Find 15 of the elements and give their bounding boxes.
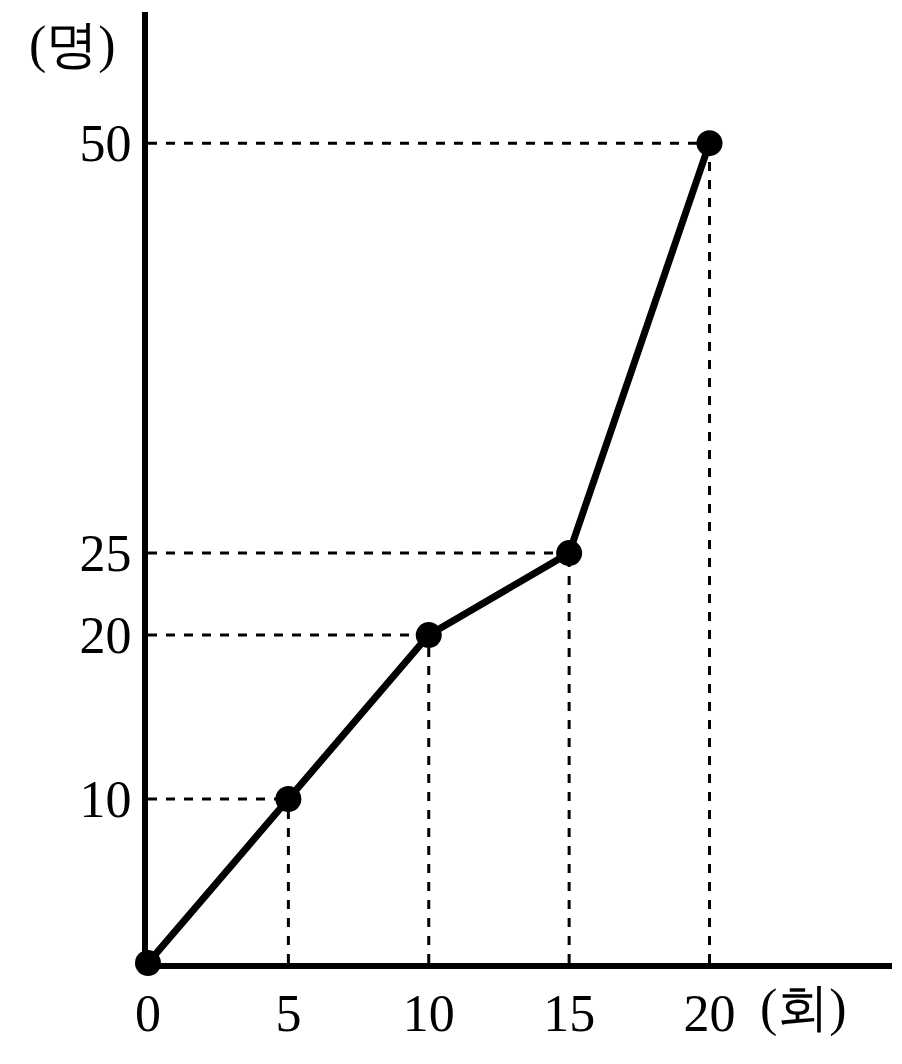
y-axis-title: (명) [29,16,116,74]
point [415,622,442,649]
y-tick-label: 20 [79,607,132,665]
y-tick-label: 50 [79,115,132,173]
x-tick-label: 5 [275,985,302,1043]
x-tick-label: 10 [402,985,455,1043]
point [696,130,723,157]
point [556,540,583,567]
y-tick-label: 10 [79,771,132,829]
x-tick-label: 20 [683,985,736,1043]
x-tick-label: 15 [543,985,596,1043]
x-axis-title: (회) [760,979,847,1037]
x-tick-label: 0 [135,985,161,1043]
point [275,786,302,813]
y-tick-label: 25 [79,525,132,583]
